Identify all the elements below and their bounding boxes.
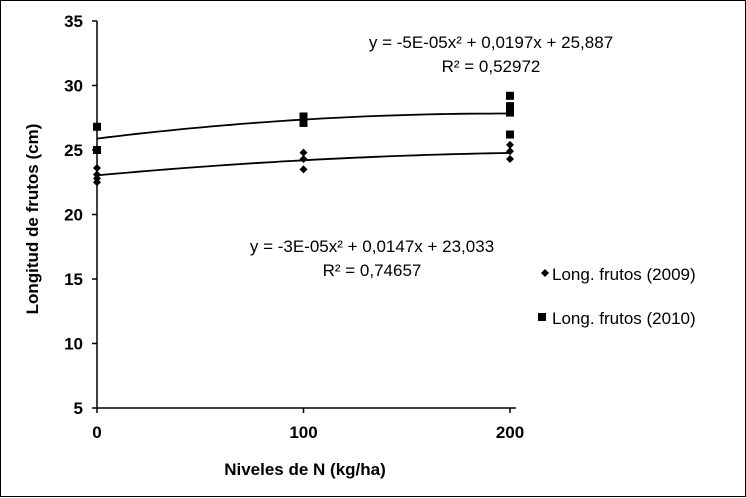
data-points bbox=[93, 91, 514, 187]
data-point-2009 bbox=[93, 164, 101, 173]
data-point-2009 bbox=[299, 155, 308, 164]
x-tick-label: 200 bbox=[496, 423, 524, 442]
y-tick-label: 10 bbox=[64, 335, 83, 354]
x-tick-label: 100 bbox=[289, 423, 317, 442]
data-point-2010 bbox=[93, 122, 101, 131]
x-axis-title: Niveles de N (kg/ha) bbox=[224, 460, 386, 479]
x-axis-ticks: 0 100 200 bbox=[92, 408, 524, 442]
x-tick-label: 0 bbox=[92, 423, 101, 442]
data-point-2010 bbox=[93, 146, 101, 154]
data-point-2009 bbox=[506, 155, 514, 164]
y-tick-label: 30 bbox=[64, 77, 83, 96]
trendline-equation-2010: y = -5E-05x² + 0,0197x + 25,887 bbox=[369, 33, 613, 52]
y-tick-label: 15 bbox=[64, 270, 83, 289]
y-axis-title: Longitud de frutos (cm) bbox=[23, 124, 42, 315]
data-point-2009 bbox=[299, 148, 308, 157]
data-point-2010 bbox=[506, 91, 514, 100]
legend: Long. frutos (2009) Long. frutos (2010) bbox=[538, 265, 696, 328]
trendline-equation-2009: y = -3E-05x² + 0,0147x + 23,033 bbox=[250, 237, 494, 256]
legend-label-2010: Long. frutos (2010) bbox=[552, 309, 696, 328]
y-tick-label: 35 bbox=[64, 12, 83, 31]
data-point-2010 bbox=[299, 118, 308, 127]
y-tick-label: 25 bbox=[64, 141, 83, 160]
data-point-2009 bbox=[93, 178, 101, 187]
y-axis-ticks: 5 10 15 20 25 30 35 bbox=[64, 12, 97, 418]
trendline-r2-2009: R² = 0,74657 bbox=[323, 261, 422, 280]
data-point-2009 bbox=[299, 165, 308, 174]
legend-marker-2009 bbox=[541, 269, 549, 277]
legend-label-2009: Long. frutos (2009) bbox=[552, 265, 696, 284]
data-point-2009 bbox=[506, 147, 514, 156]
data-point-2010 bbox=[506, 130, 514, 139]
trendline-r2-2010: R² = 0,52972 bbox=[442, 57, 541, 76]
data-point-2010 bbox=[506, 108, 514, 117]
data-point-2010 bbox=[506, 102, 514, 111]
data-point-2009 bbox=[506, 140, 514, 149]
legend-marker-2010 bbox=[538, 313, 546, 321]
y-tick-label: 5 bbox=[74, 399, 83, 418]
y-tick-label: 20 bbox=[64, 206, 83, 225]
